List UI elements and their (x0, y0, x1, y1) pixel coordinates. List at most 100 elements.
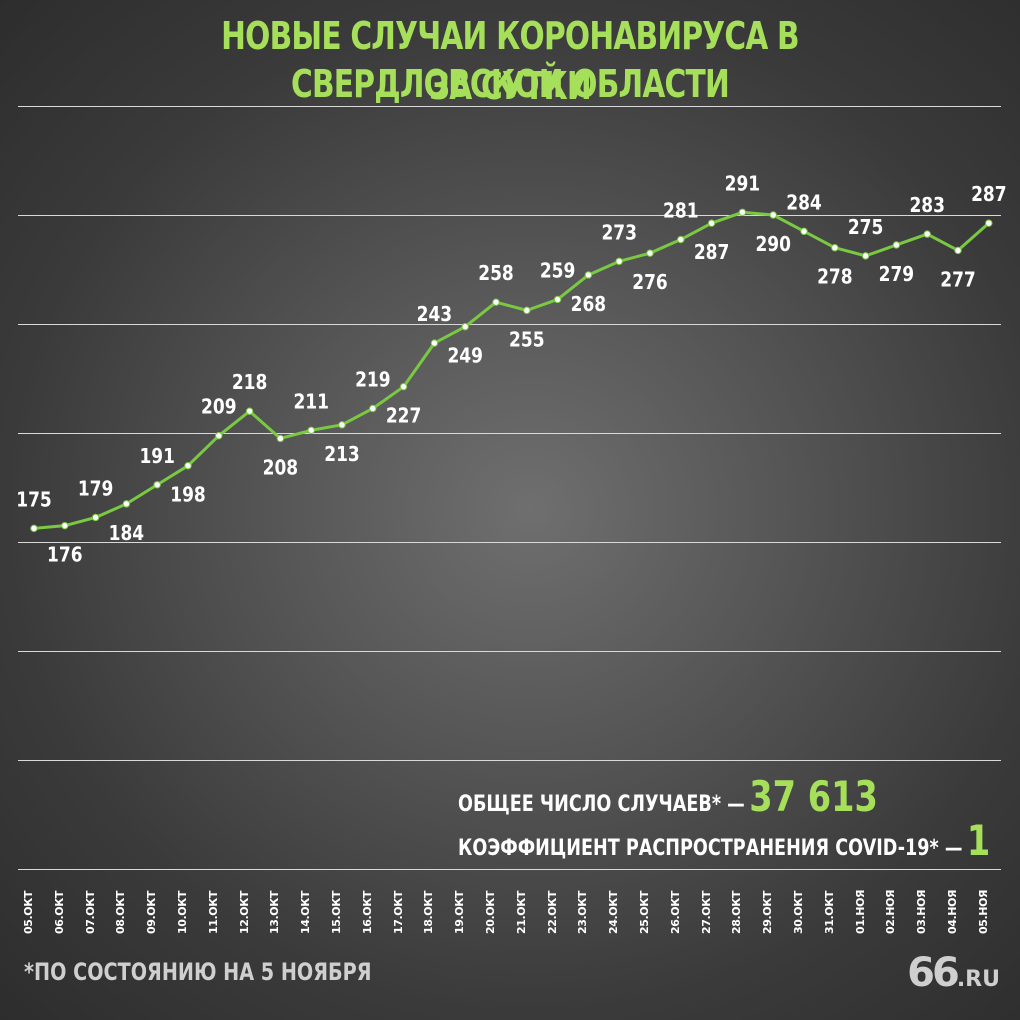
chart-title-line-2: ЗА СУТКИ (429, 64, 592, 108)
data-label: 179 (78, 478, 113, 501)
data-label: 279 (879, 264, 914, 287)
gridline (18, 760, 1001, 761)
data-label: 227 (386, 405, 421, 428)
logo-domain: .RU (956, 967, 1000, 992)
x-tick-label: 14.ОКТ (299, 891, 313, 934)
data-point (861, 252, 870, 260)
x-tick-label: 29.ОКТ (761, 891, 775, 934)
data-point (307, 426, 315, 434)
data-label: 211 (293, 391, 328, 414)
x-tick-label: 09.ОКТ (145, 891, 159, 934)
chart-title-line-1: НОВЫЕ СЛУЧАИ КОРОНАВИРУСА В СВЕРДЛОВСКОЙ… (221, 14, 800, 106)
gridline (18, 542, 1001, 543)
data-point (615, 257, 623, 266)
data-point (985, 219, 993, 227)
data-label: 276 (632, 272, 667, 295)
footnote: *ПО СОСТОЯНИЮ НА 5 НОЯБРЯ (24, 958, 372, 986)
data-label: 291 (725, 173, 760, 196)
gridline (18, 869, 1001, 870)
data-point (769, 211, 777, 219)
data-point (646, 249, 654, 257)
x-tick-label: 26.ОКТ (668, 891, 682, 934)
x-tick-label: 24.ОКТ (607, 891, 621, 934)
data-label: 277 (940, 269, 975, 292)
logo-number: 66 (907, 950, 960, 996)
x-tick-label: 06.ОКТ (52, 891, 66, 934)
data-label: 287 (694, 242, 729, 265)
data-point (184, 462, 192, 470)
x-tick-label: 27.ОКТ (699, 891, 713, 934)
series-line (33, 210, 990, 530)
x-tick-label: 01.НОЯ (853, 889, 867, 934)
data-point (30, 524, 38, 533)
data-point (677, 235, 685, 244)
data-label: 268 (571, 294, 606, 317)
data-point (461, 323, 469, 331)
spread-coefficient-value: 1 (966, 816, 991, 865)
data-label: 278 (817, 266, 852, 289)
x-tick-label: 13.ОКТ (268, 891, 282, 934)
data-point (707, 219, 716, 227)
x-tick-label: 17.ОКТ (391, 891, 405, 934)
x-tick-label: 18.ОКТ (422, 891, 436, 934)
data-point (584, 271, 593, 279)
total-cases-label: ОБЩЕЕ ЧИСЛО СЛУЧАЕВ* — (458, 792, 745, 817)
data-point (892, 241, 901, 249)
gridline (18, 324, 1001, 325)
gridline (18, 433, 1001, 434)
x-tick-label: 25.ОКТ (638, 891, 651, 934)
gridline (18, 106, 1001, 107)
data-point (399, 382, 408, 391)
gridline (18, 651, 1001, 652)
x-tick-label: 16.ОКТ (360, 891, 374, 934)
data-label: 184 (109, 523, 145, 546)
data-label: 218 (232, 372, 267, 395)
data-label: 176 (47, 544, 82, 567)
x-tick-label: 04.НОЯ (946, 889, 959, 934)
data-point (738, 208, 747, 216)
data-point (523, 306, 531, 315)
data-label: 287 (971, 184, 1006, 207)
x-tick-label: 31.ОКТ (822, 891, 836, 934)
data-label: 258 (478, 263, 513, 286)
data-label: 249 (447, 345, 482, 368)
spread-coefficient-label: КОЭФФИЦИЕНТ РАСПРОСТРАНЕНИЯ COVID-19* — (458, 836, 963, 861)
data-point (153, 481, 161, 489)
x-tick-label: 20.ОКТ (484, 891, 497, 934)
data-point (430, 339, 439, 347)
x-tick-label: 05.НОЯ (976, 889, 990, 934)
spread-coefficient-stat: КОЭФФИЦИЕНТ РАСПРОСТРАНЕНИЯ COVID-19* — … (458, 816, 990, 865)
data-point (369, 404, 377, 413)
x-tick-label: 30.ОКТ (792, 891, 805, 934)
x-tick-label: 05.ОКТ (22, 891, 35, 934)
x-tick-label: 11.ОКТ (206, 891, 220, 934)
x-tick-label: 07.ОКТ (83, 891, 97, 934)
data-label: 219 (355, 369, 390, 392)
x-tick-label: 08.ОКТ (114, 891, 128, 934)
data-point (215, 432, 223, 440)
data-point (553, 295, 562, 304)
data-label: 259 (540, 260, 575, 283)
data-label: 290 (755, 234, 791, 257)
data-label: 175 (16, 489, 51, 512)
x-tick-label: 23.ОКТ (576, 891, 590, 934)
x-tick-label: 19.ОКТ (453, 891, 467, 934)
data-label: 283 (909, 195, 944, 218)
data-label: 281 (663, 200, 698, 223)
data-label: 191 (139, 446, 174, 469)
data-point (954, 246, 962, 255)
data-point (338, 421, 346, 429)
site-logo: 66.RU (907, 950, 1000, 996)
total-cases-value: 37 613 (749, 772, 878, 821)
data-label: 275 (848, 217, 883, 240)
data-point (492, 298, 500, 306)
x-tick-label: 03.НОЯ (915, 889, 929, 934)
data-point (122, 500, 131, 508)
data-label: 209 (201, 396, 236, 419)
data-point (800, 227, 808, 236)
x-tick-label: 02.НОЯ (884, 889, 898, 934)
data-point (91, 513, 100, 522)
x-tick-label: 15.ОКТ (330, 891, 343, 934)
data-point (831, 244, 839, 252)
